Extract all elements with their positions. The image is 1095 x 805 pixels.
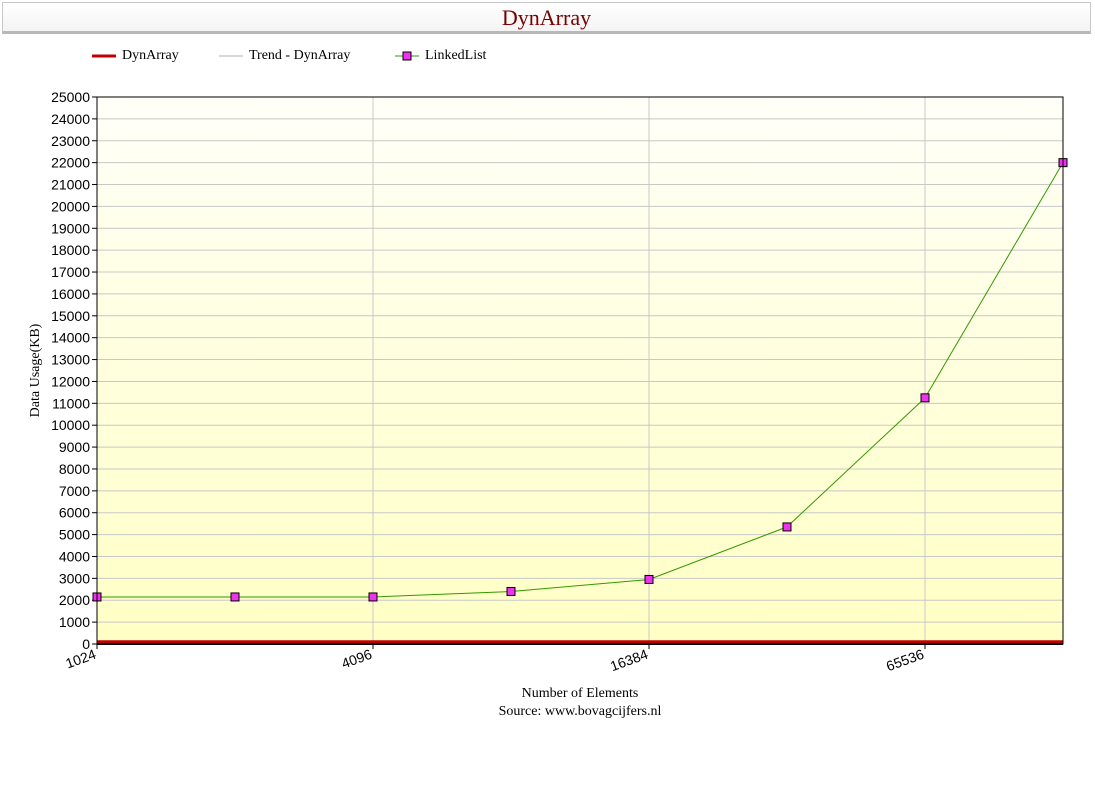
y-tick-label: 11000	[52, 395, 90, 411]
y-tick-label: 2000	[59, 592, 90, 608]
plot-area	[97, 97, 1063, 644]
y-tick-label: 4000	[59, 548, 90, 564]
y-tick-label: 14000	[51, 330, 90, 346]
y-tick-label: 9000	[59, 439, 90, 455]
y-tick-label: 10000	[51, 417, 90, 433]
legend-label-trend: Trend - DynArray	[249, 48, 351, 63]
y-tick-label: 15000	[51, 308, 90, 324]
chart-title-bar: DynArray	[2, 2, 1091, 34]
plot-border	[96, 96, 1064, 645]
y-tick-label: 24000	[51, 111, 90, 127]
y-tick-label: 25000	[51, 89, 90, 105]
y-tick-label: 7000	[59, 483, 90, 499]
y-tick-label: 0	[82, 636, 90, 652]
x-axis-ticks: 1024 4096 16384 65536	[63, 644, 926, 674]
y-tick-label: 6000	[59, 505, 90, 521]
y-tick-label: 8000	[59, 461, 90, 477]
x-tick-label: 65536	[884, 646, 926, 674]
y-tick-label: 18000	[51, 242, 90, 258]
x-tick-label: 4096	[339, 646, 374, 672]
data-point-linkedlist	[782, 522, 792, 532]
legend-label-linkedlist: LinkedList	[425, 48, 487, 63]
data-point-linkedlist	[920, 393, 930, 403]
legend-swatch-linkedlist	[395, 51, 419, 61]
legend-item-trend[interactable]: Trend - DynArray	[219, 46, 350, 66]
data-point-linkedlist	[644, 574, 654, 584]
legend-swatch-dynarray	[92, 54, 116, 58]
y-tick-label: 12000	[51, 373, 90, 389]
y-tick-label: 3000	[59, 570, 90, 586]
data-point-linkedlist	[368, 592, 378, 602]
legend-item-dynarray[interactable]: DynArray	[92, 46, 179, 66]
data-point-linkedlist	[506, 586, 516, 596]
series-line-linkedlist	[97, 162, 1064, 598]
y-tick-label: 22000	[51, 155, 90, 171]
x-tick-label: 16384	[608, 646, 650, 674]
y-tick-label: 17000	[51, 264, 90, 280]
y-tick-label: 1000	[59, 614, 90, 630]
y-tick-label: 19000	[51, 220, 90, 236]
x-tick-label: 1024	[63, 646, 98, 672]
chart-title: DynArray	[501, 5, 592, 30]
y-tick-label: 5000	[59, 527, 90, 543]
y-tick-label: 21000	[51, 177, 90, 193]
legend-swatch-trend	[219, 55, 243, 57]
legend-item-linkedlist[interactable]: LinkedList	[395, 46, 486, 66]
legend-label-dynarray: DynArray	[122, 48, 179, 63]
y-tick-label: 13000	[51, 352, 90, 368]
y-axis-ticks: 0 1000 2000 3000 4000 5000 6000 7000 8000 9000 100…	[51, 89, 97, 652]
data-point-linkedlist	[230, 592, 240, 602]
source-note: Source: www.bovagcijfers.nl	[499, 704, 662, 719]
y-tick-label: 16000	[51, 286, 90, 302]
x-axis-label: Number of Elements	[522, 686, 639, 701]
y-tick-label: 23000	[51, 133, 90, 149]
y-tick-label: 20000	[51, 198, 90, 214]
y-axis-label: Data Usage(KB)	[28, 323, 43, 417]
